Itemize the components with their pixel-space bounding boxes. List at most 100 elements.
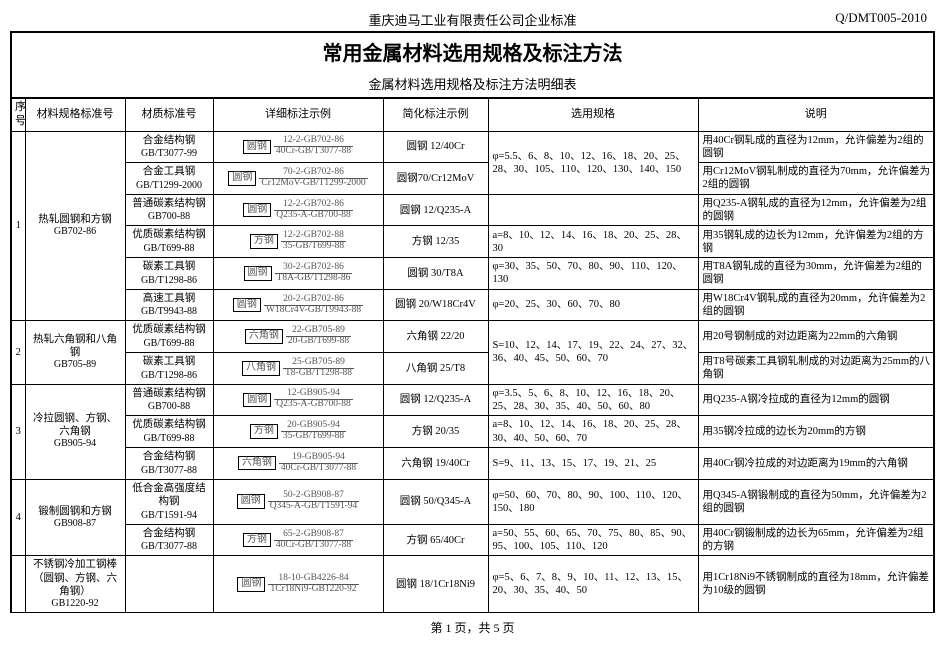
material-cell: 合金结构钢GB/T3077-88 <box>125 524 213 556</box>
simple-cell: 方钢 20/35 <box>383 416 488 448</box>
material-cell: 合金结构钢GB/T3077-99 <box>125 131 213 163</box>
seq-cell <box>11 556 25 613</box>
col-detail: 详细标注示例 <box>213 99 383 132</box>
table-row: 合金结构钢GB/T3077-88六角钢19-GB905-9440Cr-GB/T3… <box>11 447 934 479</box>
simple-cell: 圆钢 50/Q345-A <box>383 479 488 524</box>
spec-cell: 冷拉圆钢、方钢、六角钢GB905-94 <box>25 384 125 479</box>
table-row: 普通碳素结构钢GB700-88圆钢12-2-GB702-86Q235-A-GB7… <box>11 194 934 226</box>
use-cell: φ=20、25、30、60、70、80 <box>488 289 698 321</box>
material-cell <box>125 556 213 613</box>
use-cell: φ=5.5、6、8、10、12、16、18、20、25、28、30、105、11… <box>488 131 698 194</box>
simple-cell: 圆钢 20/W18Cr4V <box>383 289 488 321</box>
simple-cell: 圆钢 30/T8A <box>383 258 488 290</box>
simple-cell: 圆钢70/Cr12MoV <box>383 163 488 195</box>
detail-cell: 圆钢12-2-GB702-86Q235-A-GB700-88 <box>213 194 383 226</box>
use-cell: φ=50、60、70、80、90、100、110、120、150、180 <box>488 479 698 524</box>
table-row: 高速工具钢GB/T9943-88圆钢20-2-GB702-86W18Cr4V-G… <box>11 289 934 321</box>
note-cell: 用40Cr钢冷拉成的对边距离为19mm的六角钢 <box>698 447 934 479</box>
detail-cell: 六角钢19-GB905-9440Cr-GB/T3077-88 <box>213 447 383 479</box>
material-cell: 合金工具钢GB/T1299-2000 <box>125 163 213 195</box>
spec-cell: 不锈钢冷加工钢棒（圆钢、方钢、六角钢）GB1220-92 <box>25 556 125 613</box>
seq-cell: 1 <box>11 131 25 321</box>
table-row: 3冷拉圆钢、方钢、六角钢GB905-94普通碳素结构钢GB700-88圆钢12-… <box>11 384 934 416</box>
simple-cell: 圆钢 12/40Cr <box>383 131 488 163</box>
table-header-row: 序号 材料规格标准号 材质标准号 详细标注示例 简化标注示例 选用规格 说明 <box>11 99 934 132</box>
simple-cell: 六角钢 22/20 <box>383 321 488 353</box>
seq-cell: 3 <box>11 384 25 479</box>
note-cell: 用40Cr钢轧成的直径为12mm，允许偏差为2组的圆钢 <box>698 131 934 163</box>
table-row: 碳素工具钢GB/T1298-86八角钢25-GB705-89T8-GB/T129… <box>11 352 934 384</box>
material-cell: 合金结构钢GB/T3077-88 <box>125 447 213 479</box>
note-cell: 用Q235-A钢轧成的直径为12mm，允许偏差为2组的圆钢 <box>698 194 934 226</box>
seq-cell: 4 <box>11 479 25 556</box>
table-row: 优质碳素结构钢GB/T699-88方钢12-2-GB702-8835-GB/T6… <box>11 226 934 258</box>
material-cell: 碳素工具钢GB/T1298-86 <box>125 258 213 290</box>
note-cell: 用Cr12MoV钢轧制成的直径为70mm，允许偏差为2组的圆钢 <box>698 163 934 195</box>
material-cell: 普通碳素结构钢GB700-88 <box>125 384 213 416</box>
detail-cell: 圆钢12-GB905-94Q235-A-GB700-88 <box>213 384 383 416</box>
material-cell: 优质碳素结构钢GB/T699-88 <box>125 416 213 448</box>
company-name: 重庆迪马工业有限责任公司企业标准 <box>369 10 577 29</box>
col-spec: 材料规格标准号 <box>25 99 125 132</box>
col-use: 选用规格 <box>488 99 698 132</box>
use-cell: a=50、55、60、65、70、75、80、85、90、95、100、105、… <box>488 524 698 556</box>
note-cell: 用20号钢制成的对边距离为22mm的六角钢 <box>698 321 934 353</box>
detail-cell: 圆钢20-2-GB702-86W18Cr4V-GB/T9943-88 <box>213 289 383 321</box>
detail-cell: 圆钢30-2-GB702-86T8A-GB/T1298-86 <box>213 258 383 290</box>
table-row: 优质碳素结构钢GB/T699-88方钢20-GB905-9435-GB/T699… <box>11 416 934 448</box>
material-cell: 高速工具钢GB/T9943-88 <box>125 289 213 321</box>
use-cell: φ=30、35、50、70、80、90、110、120、130 <box>488 258 698 290</box>
simple-cell: 圆钢 12/Q235-A <box>383 194 488 226</box>
note-cell: 用1Cr18Ni9不锈钢制成的直径为18mm，允许偏差为10级的圆钢 <box>698 556 934 613</box>
simple-cell: 方钢 65/40Cr <box>383 524 488 556</box>
detail-cell: 方钢65-2-GB908-8740Cr-GB/T3077-88 <box>213 524 383 556</box>
spec-cell: 锻制圆钢和方钢GB908-87 <box>25 479 125 556</box>
detail-cell: 方钢12-2-GB702-8835-GB/T699-88 <box>213 226 383 258</box>
material-cell: 优质碳素结构钢GB/T699-88 <box>125 226 213 258</box>
doc-code: Q/DMT005-2010 <box>577 10 928 29</box>
table-row: 4锻制圆钢和方钢GB908-87低合金高强度结构钢GB/T1591-94圆钢50… <box>11 479 934 524</box>
table-row: 合金工具钢GB/T1299-2000圆钢70-2-GB702-86Cr12MoV… <box>11 163 934 195</box>
detail-cell: 圆钢18-10-GB4226-841Cr18Ni9-GB1220-92 <box>213 556 383 613</box>
use-cell: S=10、12、14、17、19、22、24、27、32、36、40、45、50… <box>488 321 698 384</box>
spec-table: 序号 材料规格标准号 材质标准号 详细标注示例 简化标注示例 选用规格 说明 1… <box>10 98 935 613</box>
material-cell: 普通碳素结构钢GB700-88 <box>125 194 213 226</box>
material-cell: 低合金高强度结构钢GB/T1591-94 <box>125 479 213 524</box>
simple-cell: 六角钢 19/40Cr <box>383 447 488 479</box>
simple-cell: 八角钢 25/T8 <box>383 352 488 384</box>
detail-cell: 六角钢22-GB705-8920-GB/T699-88 <box>213 321 383 353</box>
table-row: 合金结构钢GB/T3077-88方钢65-2-GB908-8740Cr-GB/T… <box>11 524 934 556</box>
note-cell: 用40Cr钢锻制成的边长为65mm，允许偏差为2组的方钢 <box>698 524 934 556</box>
title-main: 常用金属材料选用规格及标注方法 <box>10 31 935 70</box>
page-footer: 第 1 页，共 5 页 <box>10 613 935 636</box>
note-cell: 用Q345-A钢锻制成的直径为50mm，允许偏差为2组的圆钢 <box>698 479 934 524</box>
seq-cell: 2 <box>11 321 25 384</box>
material-cell: 碳素工具钢GB/T1298-86 <box>125 352 213 384</box>
detail-cell: 八角钢25-GB705-89T8-GB/T1298-88 <box>213 352 383 384</box>
use-cell: a=8、10、12、14、16、18、20、25、28、30 <box>488 226 698 258</box>
detail-cell: 圆钢12-2-GB702-8640Cr-GB/T3077-88 <box>213 131 383 163</box>
spec-cell: 热轧圆钢和方钢GB702-86 <box>25 131 125 321</box>
note-cell: 用Q235-A钢冷拉成的直径为12mm的圆钢 <box>698 384 934 416</box>
use-cell: S=9、11、13、15、17、19、21、25 <box>488 447 698 479</box>
detail-cell: 圆钢70-2-GB702-86Cr12MoV-GB/T1299-2000 <box>213 163 383 195</box>
col-simple: 简化标注示例 <box>383 99 488 132</box>
spec-cell: 热轧六角钢和八角钢GB705-89 <box>25 321 125 384</box>
simple-cell: 方钢 12/35 <box>383 226 488 258</box>
table-row: 不锈钢冷加工钢棒（圆钢、方钢、六角钢）GB1220-92 圆钢18-10-GB42… <box>11 556 934 613</box>
simple-cell: 圆钢 12/Q235-A <box>383 384 488 416</box>
note-cell: 用W18Cr4V钢轧成的直径为20mm，允许偏差为2组的圆钢 <box>698 289 934 321</box>
table-row: 2热轧六角钢和八角钢GB705-89优质碳素结构钢GB/T699-88六角钢22… <box>11 321 934 353</box>
use-cell: φ=3.5、5、6、8、10、12、16、18、20、25、28、30、35、4… <box>488 384 698 416</box>
col-mat: 材质标准号 <box>125 99 213 132</box>
use-cell: a=8、10、12、14、16、18、20、25、28、30、40、50、60、… <box>488 416 698 448</box>
use-cell: φ=5、6、7、8、9、10、11、12、13、15、20、30、35、40、5… <box>488 556 698 613</box>
note-cell: 用35钢轧成的边长为12mm，允许偏差为2组的方钢 <box>698 226 934 258</box>
note-cell: 用T8A钢轧成的直径为30mm，允许偏差为2组的圆钢 <box>698 258 934 290</box>
title-sub: 金属材料选用规格及标注方法明细表 <box>10 70 935 98</box>
col-seq: 序号 <box>11 99 25 132</box>
table-row: 1热轧圆钢和方钢GB702-86合金结构钢GB/T3077-99圆钢12-2-G… <box>11 131 934 163</box>
note-cell: 用35钢冷拉成的边长为20mm的方钢 <box>698 416 934 448</box>
detail-cell: 方钢20-GB905-9435-GB/T699-88 <box>213 416 383 448</box>
col-note: 说明 <box>698 99 934 132</box>
